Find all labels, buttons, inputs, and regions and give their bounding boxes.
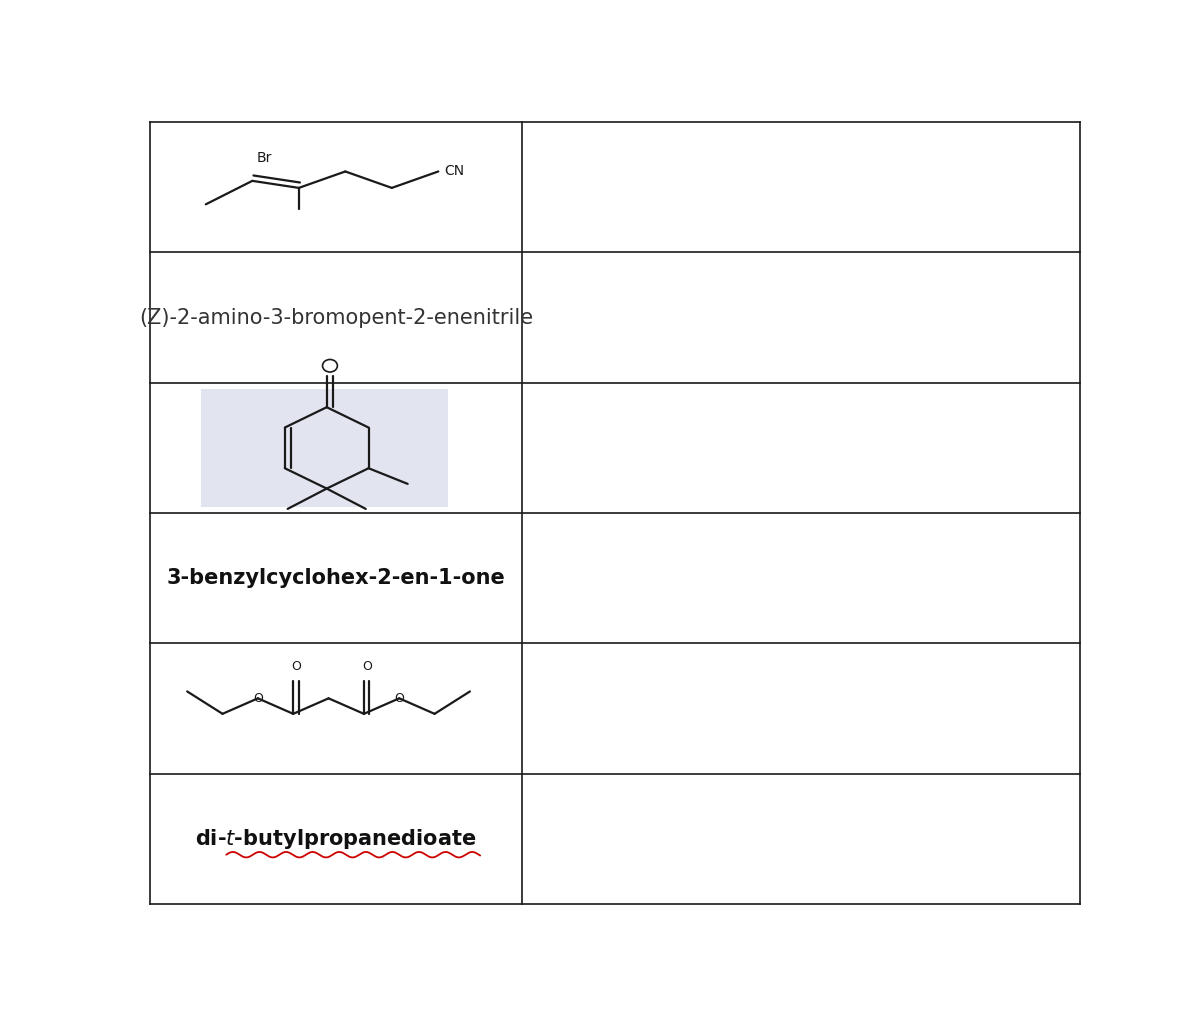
Text: O: O [253, 692, 263, 705]
Text: Br: Br [257, 151, 272, 166]
Circle shape [323, 360, 337, 372]
Text: (Z)-2-amino-3-bromopent-2-enenitrile: (Z)-2-amino-3-bromopent-2-enenitrile [139, 308, 533, 327]
Text: 3-benzylcyclohex-2-en-1-one: 3-benzylcyclohex-2-en-1-one [167, 568, 505, 588]
Text: O: O [361, 660, 372, 674]
Text: di-$\it{t}$-butylpropanedioate: di-$\it{t}$-butylpropanedioate [196, 827, 476, 851]
Text: CN: CN [444, 165, 464, 179]
Bar [202, 389, 448, 507]
Text: O: O [395, 692, 404, 705]
Text: O: O [292, 660, 301, 674]
